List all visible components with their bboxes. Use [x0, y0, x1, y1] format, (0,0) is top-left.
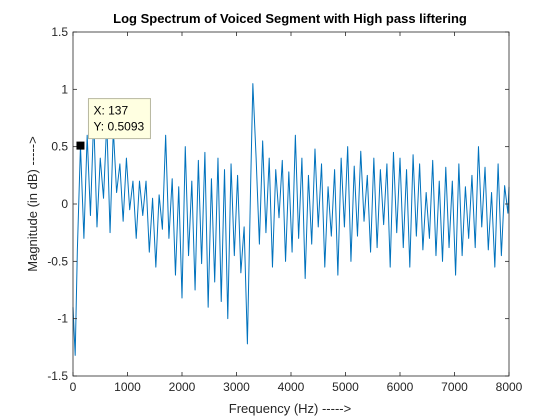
datatip-y-text: Y: 0.5093 — [93, 120, 144, 134]
series-line-0 — [72, 83, 510, 356]
x-tick-label: 1000 — [114, 380, 141, 394]
y-tick-label: 0.5 — [51, 140, 68, 154]
x-axis-label: Frequency (Hz) -----> — [229, 401, 351, 416]
y-tick-label: -0.5 — [47, 254, 68, 268]
tick-layer: 0 1000 2000 3000 4000 5000 6000 7000 8000 -1.5 -1 -… — [47, 25, 522, 394]
x-tick-label: 6000 — [387, 380, 414, 394]
chart-title: Log Spectrum of Voiced Segment with High… — [113, 11, 467, 26]
datatip-x-text: X: 137 — [93, 104, 128, 118]
y-axis-label: Magnitude (in dB) -----> — [25, 136, 40, 271]
y-tick-label: -1.5 — [47, 369, 68, 383]
series-layer — [72, 83, 510, 356]
x-tick-label: 5000 — [332, 380, 359, 394]
datatip[interactable]: X: 137 Y: 0.5093 — [76, 98, 151, 150]
plot-area — [73, 32, 509, 376]
x-tick-label: 3000 — [223, 380, 250, 394]
y-tick-label: 1.5 — [51, 25, 68, 39]
datatip-marker[interactable] — [76, 141, 85, 150]
x-tick-label: 7000 — [441, 380, 468, 394]
x-tick-label: 8000 — [496, 380, 523, 394]
y-tick-label: 0 — [61, 197, 68, 211]
x-tick-label: 4000 — [278, 380, 305, 394]
y-tick-label: 1 — [61, 82, 68, 96]
x-tick-label: 2000 — [169, 380, 196, 394]
datatip-box — [87, 98, 151, 140]
x-tick-label: 0 — [70, 380, 77, 394]
y-tick-label: -1 — [57, 312, 68, 326]
